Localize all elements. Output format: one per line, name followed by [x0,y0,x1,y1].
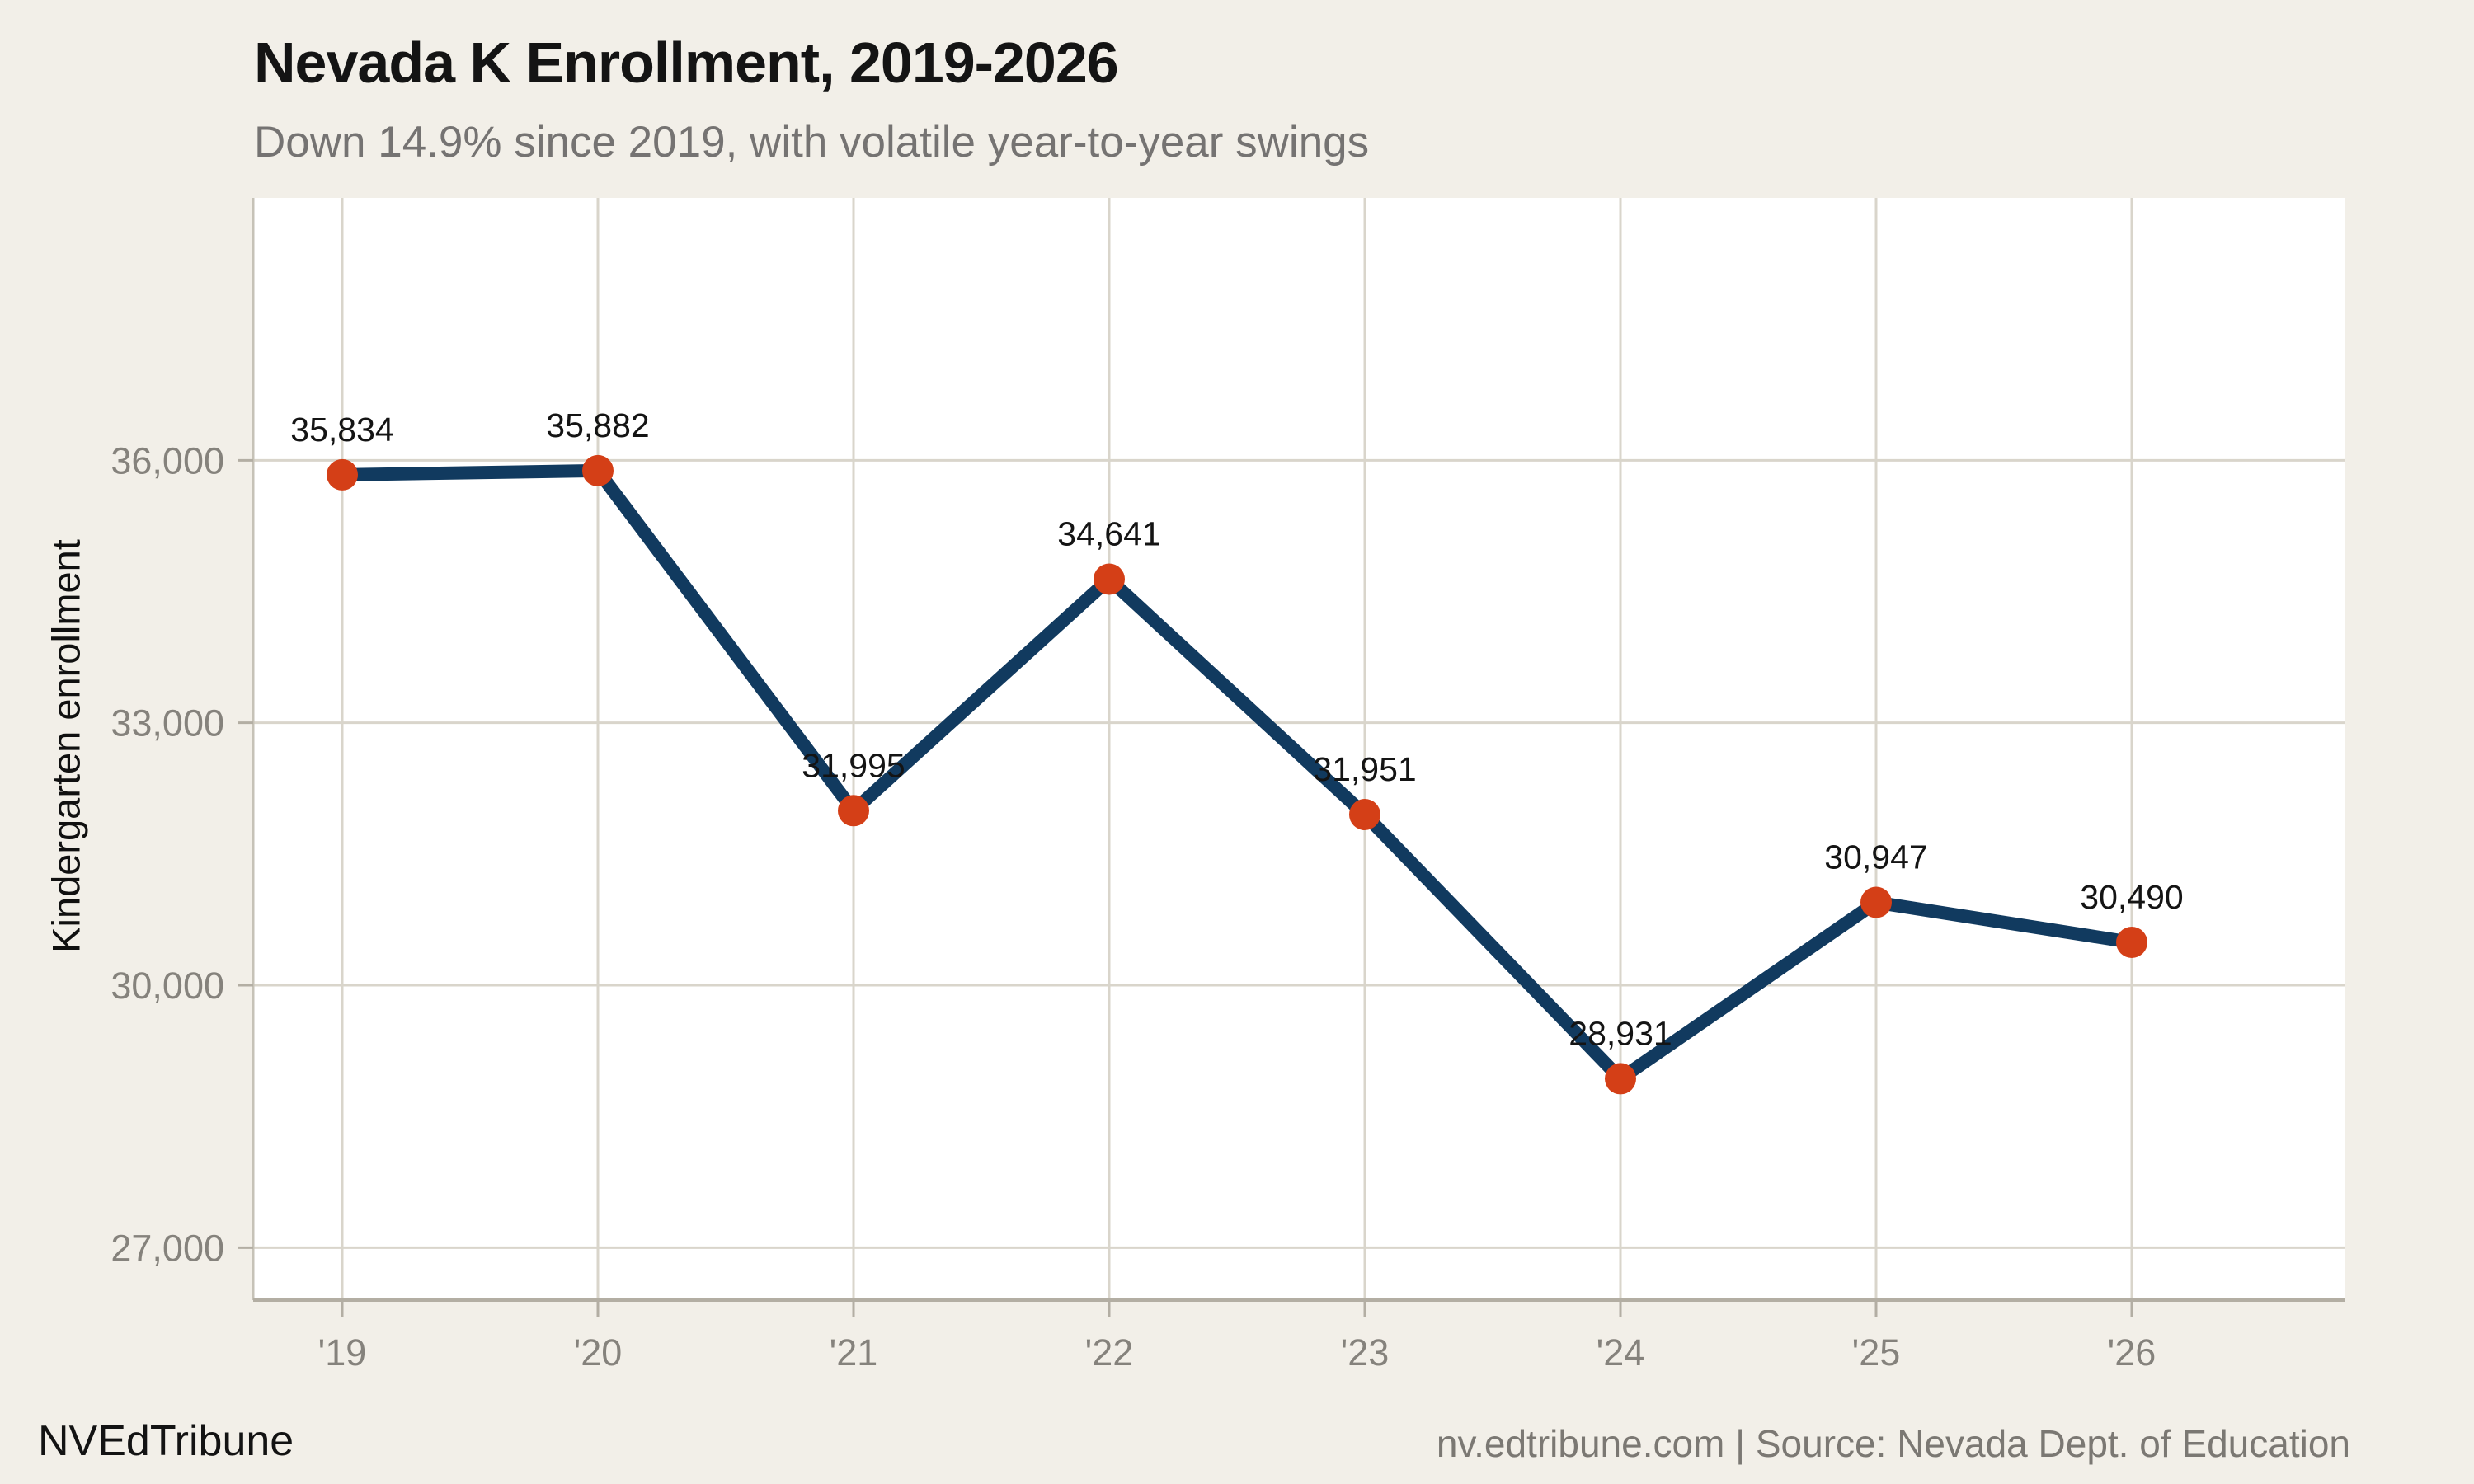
data-point-label: 30,490 [2080,878,2183,916]
x-tick-label: '19 [318,1331,367,1374]
data-point [2116,927,2147,958]
x-tick-label: '21 [830,1331,878,1374]
data-point [1605,1063,1636,1095]
x-tick-label: '22 [1085,1331,1134,1374]
y-tick-label: 30,000 [111,965,224,1007]
x-tick-label: '25 [1852,1331,1901,1374]
data-point [327,458,358,491]
data-point [838,795,869,827]
x-tick-label: '26 [2108,1331,2157,1374]
y-tick-label: 27,000 [111,1227,224,1269]
chart-title: Nevada K Enrollment, 2019-2026 [254,31,1119,95]
data-point [1349,799,1380,830]
x-tick-label: '24 [1597,1331,1645,1374]
data-point-label: 35,882 [546,406,649,444]
data-point-label: 31,951 [1313,750,1416,788]
y-tick-label: 33,000 [111,702,224,744]
data-point [1094,563,1125,595]
y-tick-label: 36,000 [111,439,224,481]
series-line [336,463,2138,1086]
data-point-label: 31,995 [802,746,905,784]
x-tick-label: '23 [1341,1331,1390,1374]
footer-brand: NVEdTribune [38,1417,294,1465]
data-point-label: 30,947 [1824,838,1927,876]
data-point-label: 35,834 [290,411,393,448]
data-point-label: 28,931 [1569,1014,1672,1052]
x-tick-label: '20 [574,1331,623,1374]
data-point [582,454,614,486]
data-point-label: 34,641 [1057,515,1160,553]
data-point [1860,886,1892,918]
footer-source: nv.edtribune.com | Source: Nevada Dept. … [1436,1422,2350,1465]
chart-subtitle: Down 14.9% since 2019, with volatile yea… [254,118,1370,167]
